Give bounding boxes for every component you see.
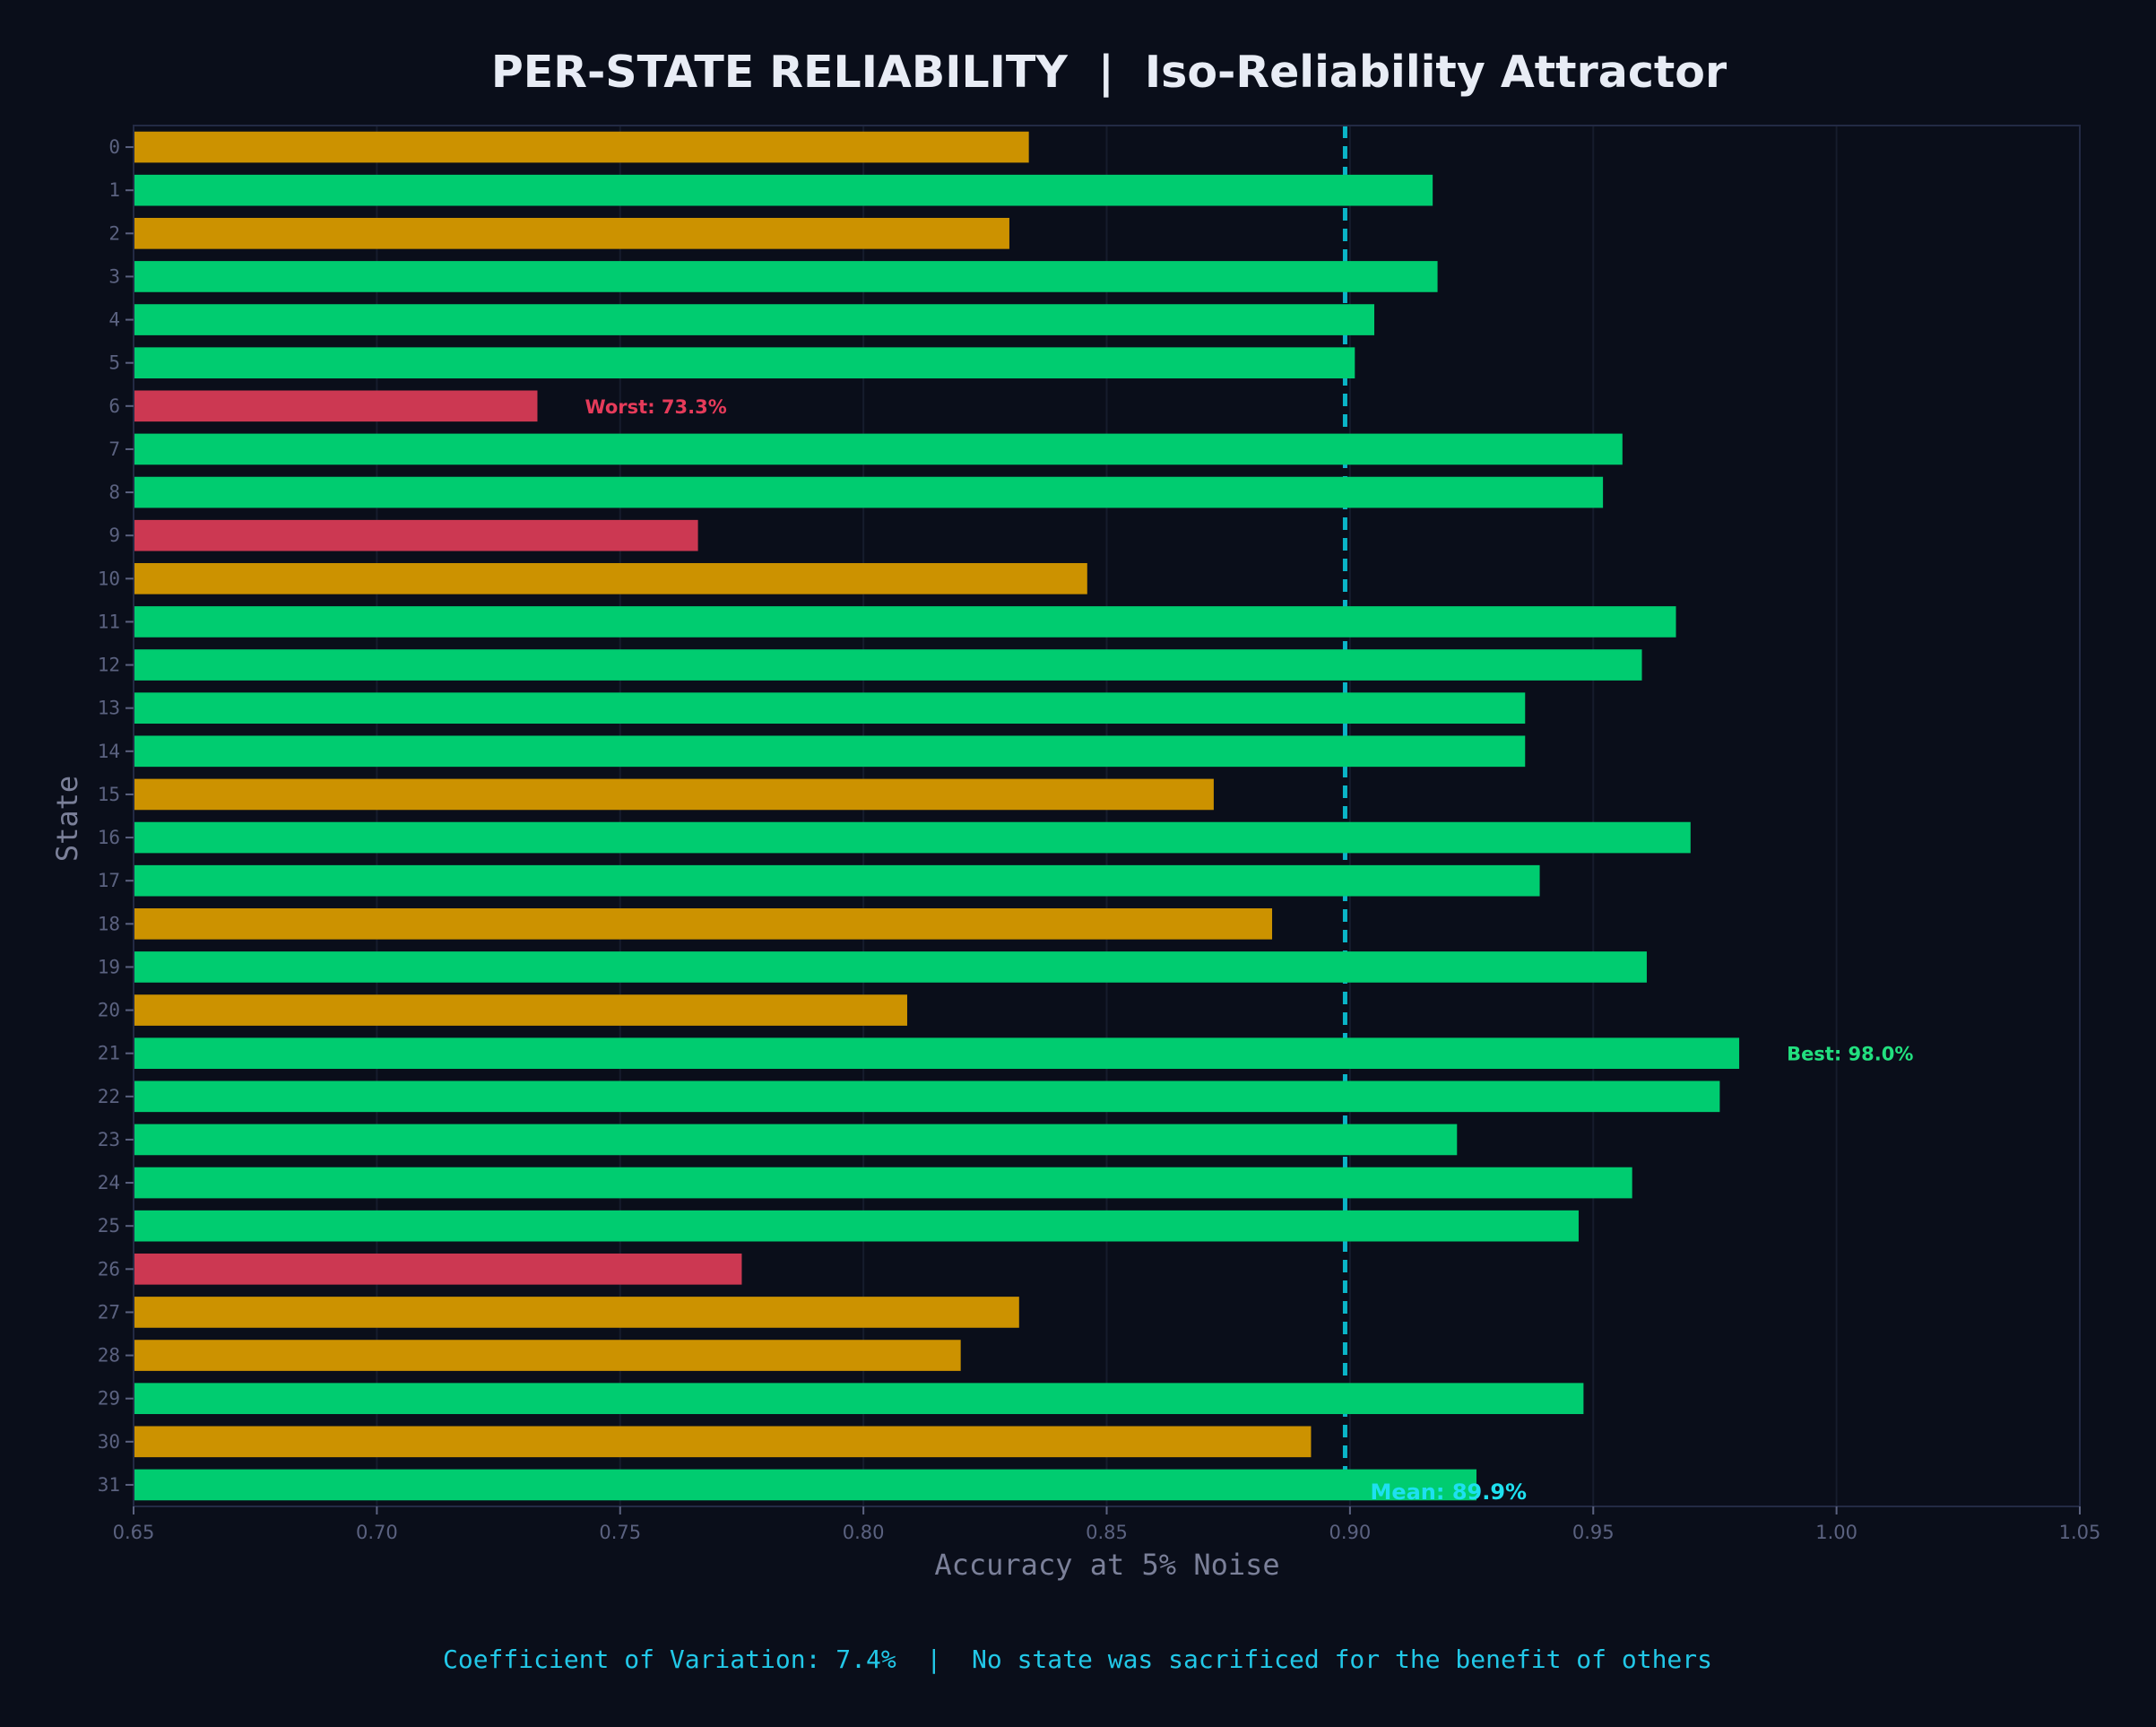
- bar-state-18: [134, 907, 1273, 940]
- bar-state-13: [134, 692, 1526, 725]
- y-tick-label: 21: [98, 1043, 120, 1064]
- x-tick-labels: 0.65 0.70 0.75 0.80 0.85 0.90 0.95 1.00 1.05: [113, 1506, 2101, 1543]
- bar-state-9: [134, 519, 698, 551]
- bars-layer: [134, 131, 1740, 1501]
- bar-state-20: [134, 994, 907, 1026]
- y-tick-label: 8: [108, 482, 120, 503]
- x-tick-label: 0.75: [599, 1522, 641, 1543]
- worst-annotation: Worst: 73.3%: [584, 396, 726, 418]
- y-tick-label: 9: [108, 525, 120, 546]
- y-tick-label: 7: [108, 438, 120, 460]
- y-tick-label: 23: [98, 1129, 120, 1150]
- bar-state-16: [134, 821, 1691, 854]
- best-annotation: Best: 98.0%: [1787, 1044, 1913, 1065]
- y-tick-label: 19: [98, 956, 120, 977]
- bar-state-3: [134, 261, 1438, 292]
- y-tick-label: 11: [98, 611, 120, 632]
- bar-state-10: [134, 562, 1087, 594]
- bar-state-7: [134, 433, 1623, 465]
- y-tick-label: 6: [108, 395, 120, 417]
- x-tick-label: 0.70: [356, 1522, 398, 1543]
- chart-title: PER-STATE RELIABILITY | Iso-Reliability …: [491, 47, 1727, 99]
- x-tick-label: 1.05: [2059, 1522, 2101, 1543]
- bar-state-17: [134, 864, 1540, 897]
- bar-state-5: [134, 347, 1355, 379]
- y-tick-label: 26: [98, 1258, 120, 1280]
- bar-state-1: [134, 174, 1433, 206]
- bar-state-21: [134, 1037, 1740, 1070]
- bar-state-25: [134, 1210, 1579, 1242]
- bar-state-24: [134, 1167, 1632, 1199]
- y-tick-label: 14: [98, 741, 120, 762]
- bar-state-22: [134, 1080, 1720, 1113]
- x-tick-label: 0.90: [1329, 1522, 1371, 1543]
- y-tick-label: 4: [108, 309, 120, 331]
- x-tick-label: 1.00: [1815, 1522, 1857, 1543]
- y-tick-label: 0: [108, 136, 120, 158]
- y-tick-label: 10: [98, 568, 120, 589]
- y-tick-label: 16: [98, 827, 120, 848]
- bar-state-11: [134, 606, 1676, 638]
- y-tick-label: 22: [98, 1086, 120, 1107]
- footer-note: Coefficient of Variation: 7.4% | No stat…: [443, 1645, 1712, 1674]
- y-tick-label: 24: [98, 1172, 120, 1193]
- bar-state-2: [134, 217, 1009, 249]
- bar-state-15: [134, 778, 1214, 811]
- bar-state-8: [134, 476, 1604, 508]
- bar-state-31: [134, 1469, 1476, 1501]
- bar-state-14: [134, 735, 1526, 768]
- y-tick-label: 27: [98, 1301, 120, 1323]
- x-tick-label: 0.65: [113, 1522, 155, 1543]
- y-axis-label: State: [50, 776, 84, 862]
- y-tick-labels: 0123456789101112131415161718192021222324…: [98, 136, 134, 1496]
- bar-state-26: [134, 1253, 742, 1285]
- x-tick-label: 0.85: [1086, 1522, 1128, 1543]
- bar-state-0: [134, 131, 1029, 163]
- y-tick-label: 25: [98, 1215, 120, 1237]
- y-tick-label: 2: [108, 222, 120, 244]
- y-tick-label: 29: [98, 1388, 120, 1410]
- bar-state-28: [134, 1340, 961, 1371]
- y-tick-label: 13: [98, 698, 120, 719]
- bar-state-19: [134, 951, 1647, 983]
- x-axis-label: Accuracy at 5% Noise: [934, 1548, 1279, 1582]
- y-tick-label: 18: [98, 913, 120, 934]
- bar-state-23: [134, 1124, 1458, 1156]
- bar-state-29: [134, 1383, 1584, 1415]
- mean-label: Mean: 89.9%: [1370, 1480, 1527, 1505]
- y-tick-label: 3: [108, 265, 120, 287]
- y-tick-label: 20: [98, 1000, 120, 1021]
- y-tick-label: 17: [98, 870, 120, 891]
- bar-state-6: [134, 390, 538, 422]
- y-tick-label: 1: [108, 179, 120, 201]
- y-tick-label: 28: [98, 1345, 120, 1367]
- annotations-layer: Mean: 89.9% Worst: 73.3% Best: 98.0%: [584, 396, 1913, 1505]
- bar-state-4: [134, 304, 1375, 335]
- y-tick-label: 12: [98, 655, 120, 676]
- bar-state-27: [134, 1297, 1019, 1328]
- y-tick-label: 5: [108, 352, 120, 374]
- x-tick-label: 0.95: [1572, 1522, 1615, 1543]
- x-tick-label: 0.80: [843, 1522, 885, 1543]
- y-tick-label: 15: [98, 784, 120, 805]
- bar-state-30: [134, 1426, 1312, 1458]
- y-tick-label: 30: [98, 1431, 120, 1453]
- bar-state-12: [134, 649, 1642, 681]
- y-tick-label: 31: [98, 1474, 120, 1496]
